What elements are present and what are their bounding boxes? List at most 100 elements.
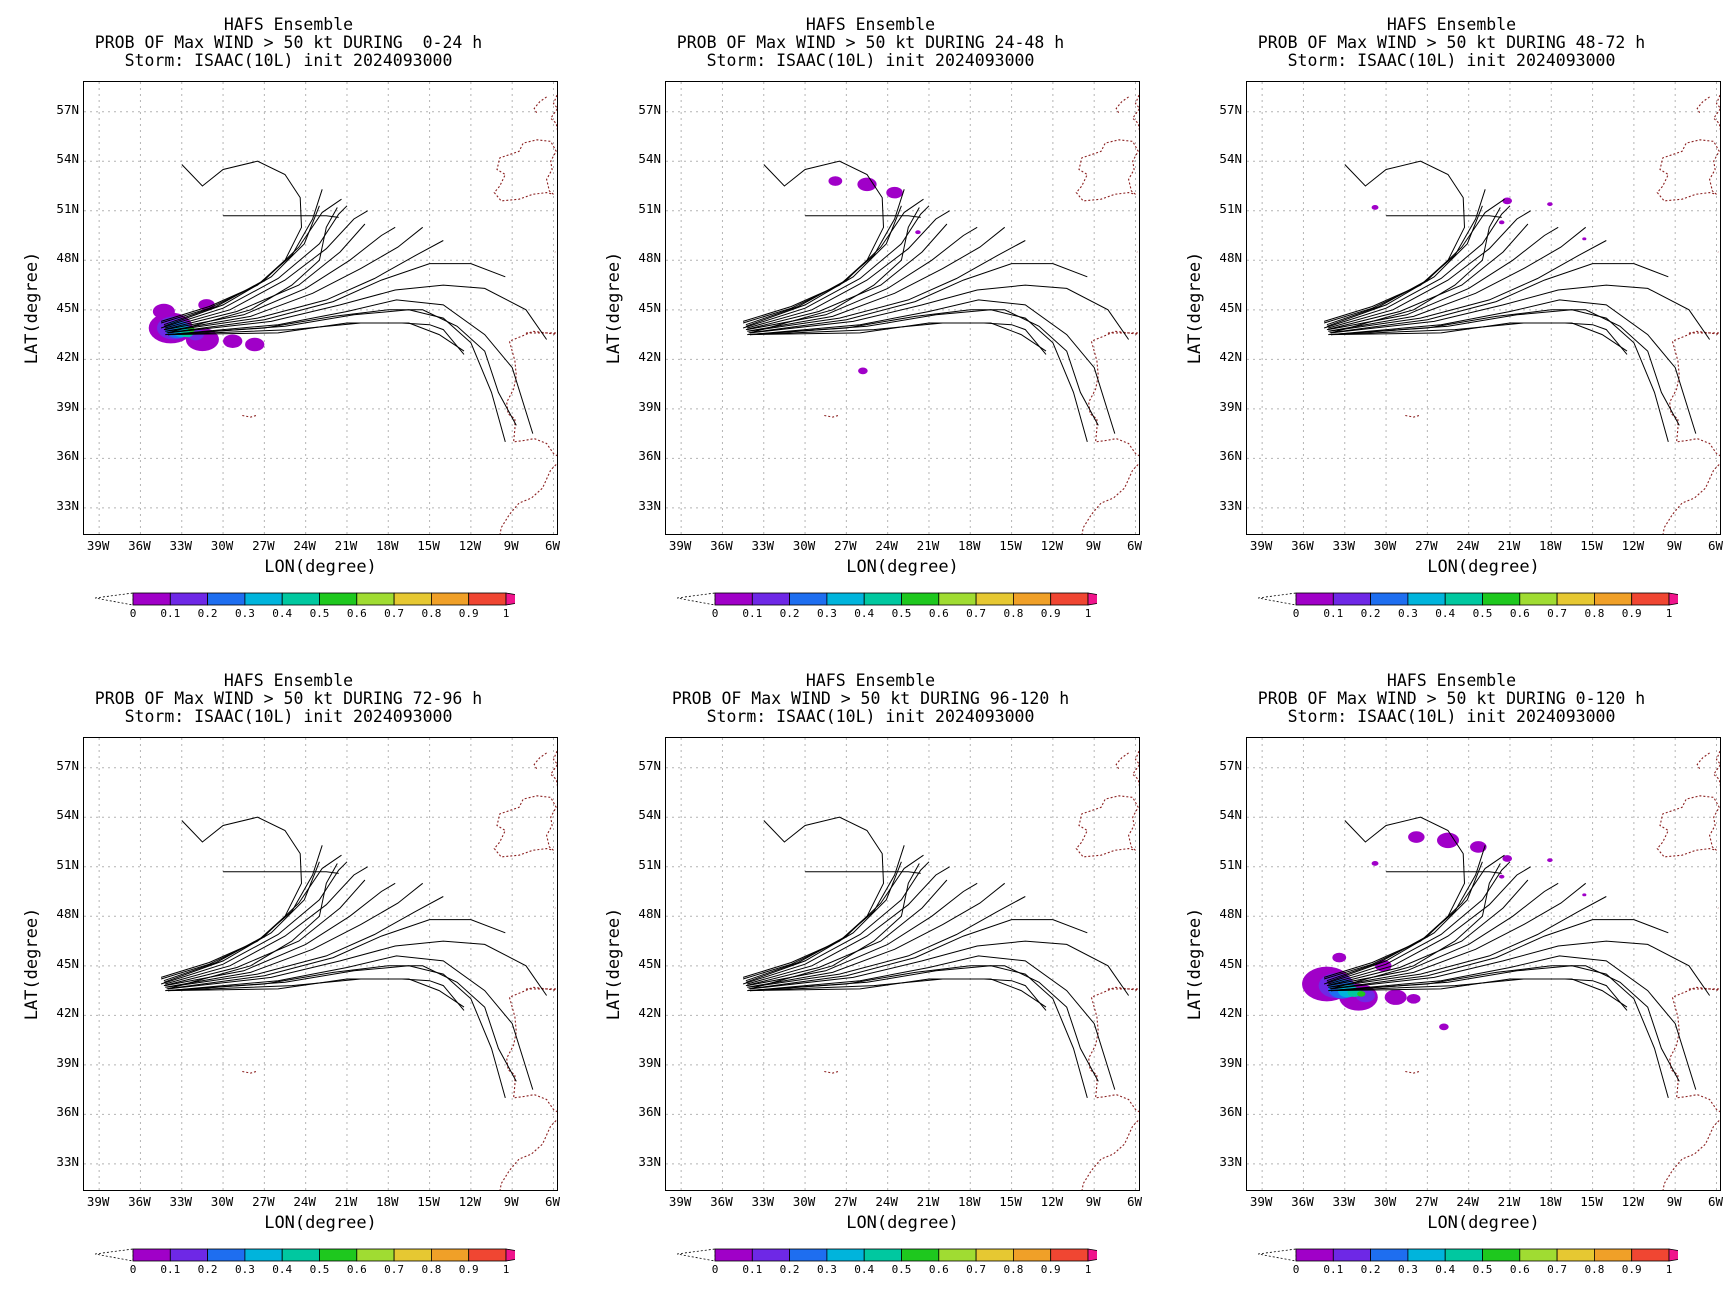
map-area (1246, 737, 1721, 1191)
colorbar-label: 0.2 (1360, 607, 1381, 620)
map-area (83, 81, 558, 535)
probability-cell (1406, 994, 1421, 1004)
probability-field (1371, 197, 1587, 241)
grid-lines (666, 82, 1139, 534)
lon-tick-label: 27W (252, 1194, 275, 1209)
lat-tick-label: 57N (1219, 757, 1242, 773)
ensemble-track (745, 205, 902, 327)
colorbar-segment (430, 592, 470, 606)
colorbar-label: 0.5 (891, 607, 912, 620)
lat-tick-label: 45N (1219, 955, 1242, 971)
ensemble-track (1330, 309, 1669, 443)
colorbar-over (1087, 592, 1097, 606)
lon-tick-label: 21W (916, 538, 940, 553)
colorbar-label: 0 (129, 1263, 137, 1276)
colorbar-label: 0.2 (1360, 1263, 1381, 1276)
ensemble-track (166, 896, 444, 988)
colorbar-segment (975, 592, 1014, 606)
probability-cell (1582, 893, 1587, 897)
lon-tick-label: 12W (458, 538, 482, 553)
lat-tick-label: 33N (638, 1153, 661, 1169)
probability-cell (1439, 1023, 1449, 1031)
ensemble-track (1328, 226, 1587, 332)
probability-cell (1582, 237, 1587, 241)
colorbar-segment (789, 592, 828, 606)
lon-tick-label: 30W (1373, 1194, 1397, 1209)
ensemble-track (166, 263, 506, 334)
colorbar-label: 0.7 (384, 1263, 405, 1276)
lon-tick-label: 9W (1085, 1194, 1101, 1209)
x-axis-label: LON(degree) (264, 1213, 377, 1233)
lat-tick-label: 48N (638, 250, 661, 266)
colorbar-segment (319, 592, 358, 606)
colorbar-segment (430, 1248, 470, 1262)
colorbar-segment (1593, 1248, 1633, 1262)
probability-cell (1384, 989, 1407, 1005)
lat-tick-label: 51N (1219, 856, 1242, 872)
lat-tick-label: 33N (1219, 1153, 1242, 1169)
probability-cell (223, 334, 243, 348)
lon-tick-label: 33W (169, 1194, 193, 1209)
colorbar-label: 0 (1292, 607, 1300, 620)
map-panel: HAFS Ensemble PROB OF Max WIND > 50 kt DU… (0, 0, 577, 654)
x-axis-label: LON(degree) (264, 557, 377, 577)
colorbar-segment (169, 592, 209, 606)
colorbar-label: 0.7 (384, 607, 405, 620)
ensemble-track (165, 309, 517, 426)
y-axis-label: LAT(degree) (1185, 251, 1205, 365)
colorbar-label: 1 (502, 607, 510, 620)
ensemble-track (1330, 284, 1711, 340)
ensemble-track (749, 955, 1116, 1090)
panel-title-line2: PROB OF Max WIND > 50 kt DURING 0-120 h (1257, 689, 1646, 708)
ensemble-track (1329, 896, 1607, 988)
ensemble-track (747, 882, 1006, 988)
lon-tick-label: 6W (1707, 1194, 1724, 1209)
ensemble-track (1329, 263, 1669, 334)
ensemble-track (1328, 309, 1680, 426)
colorbar-label: 0.9 (1040, 607, 1061, 620)
ensemble-track (167, 322, 465, 355)
lon-tick-label: 24W (875, 1194, 898, 1209)
ensemble-track (163, 223, 366, 331)
ensemble-track (749, 322, 1047, 355)
colorbar-segment (1556, 592, 1595, 606)
colorbar-label: 0.9 (1621, 1263, 1642, 1276)
ensemble-track (1330, 940, 1711, 996)
probability-cell (1498, 220, 1505, 225)
colorbar-label: 0.4 (272, 607, 293, 620)
lon-tick-label: 18W (957, 538, 981, 553)
ensemble-track (748, 263, 1088, 334)
panel-title-line1: HAFS Ensemble (805, 15, 936, 34)
colorbar-segment (751, 592, 791, 606)
y-axis-label: LAT(degree) (1185, 907, 1205, 1021)
map-panel: HAFS Ensemble PROB OF Max WIND > 50 kt DU… (1163, 656, 1731, 1310)
lat-tick-label: 54N (56, 151, 79, 167)
lat-tick-label: 39N (1219, 1054, 1242, 1070)
colorbar-label: 0 (711, 607, 719, 620)
colorbar-label: 0.4 (272, 1263, 293, 1276)
ensemble-track (165, 866, 368, 985)
probability-cell (858, 367, 868, 375)
ensemble-track (1330, 322, 1628, 355)
lon-tick-label: 27W (834, 1194, 857, 1209)
colorbar-over (505, 592, 515, 606)
colorbar-over (1668, 1248, 1678, 1262)
lat-tick-label: 57N (1219, 101, 1242, 117)
colorbar-segment (281, 592, 320, 606)
lon-tick-label: 36W (710, 1194, 733, 1209)
colorbar-label: 0.9 (458, 1263, 479, 1276)
colorbar-under (95, 592, 134, 606)
colorbar-label: 1 (1665, 1263, 1673, 1276)
colorbar-segment (1332, 1248, 1372, 1262)
colorbar-label: 0.4 (854, 1263, 875, 1276)
ensemble-track (1330, 978, 1628, 1011)
lon-tick-label: 30W (792, 1194, 816, 1209)
lat-tick-label: 54N (1219, 151, 1242, 167)
map-panel: HAFS Ensemble PROB OF Max WIND > 50 kt DU… (582, 0, 1159, 654)
colorbar-label: 0.4 (1435, 1263, 1456, 1276)
map-panel: HAFS Ensemble PROB OF Max WIND > 50 kt DU… (582, 656, 1159, 1310)
lon-tick-label: 9W (503, 1194, 519, 1209)
lat-tick-label: 33N (56, 1153, 79, 1169)
lat-tick-label: 42N (56, 349, 79, 365)
colorbar (95, 1248, 515, 1262)
